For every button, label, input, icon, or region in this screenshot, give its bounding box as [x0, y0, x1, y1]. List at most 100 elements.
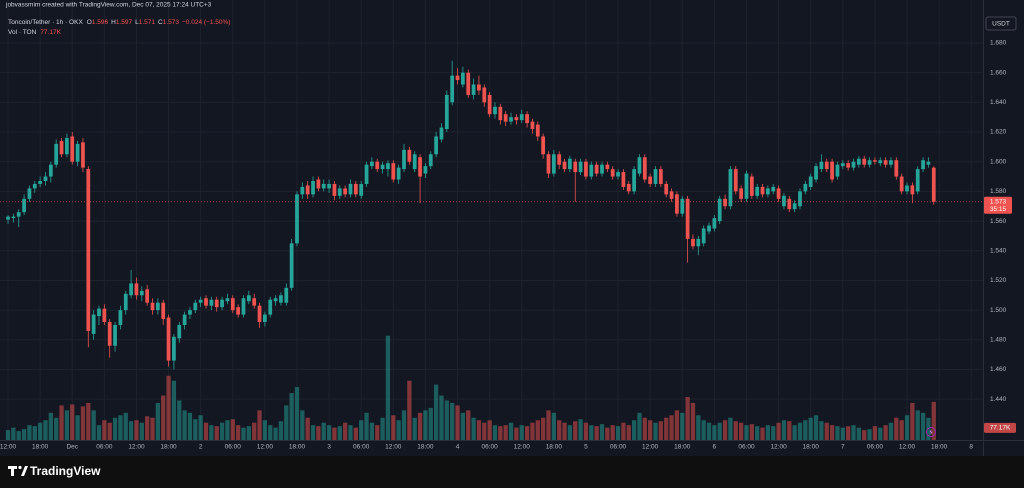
- volume-bar: [605, 427, 610, 440]
- legend-key: L: [135, 19, 139, 26]
- candle-body: [535, 124, 540, 137]
- volume-bar: [187, 412, 193, 440]
- candle-body: [723, 198, 727, 207]
- candle-body: [161, 302, 166, 320]
- volume-bar: [262, 420, 268, 440]
- candle-body: [867, 160, 872, 165]
- volume-bar: [760, 427, 765, 440]
- candle-body: [43, 176, 48, 181]
- candle-body: [54, 143, 59, 165]
- candle-body: [305, 185, 310, 195]
- candle-body: [755, 186, 760, 196]
- candle-body: [931, 167, 936, 202]
- volume-bar: [755, 426, 760, 440]
- volume-bar: [332, 427, 337, 440]
- volume-bar: [348, 425, 353, 440]
- candle-body: [685, 198, 690, 239]
- volume-pane: [5, 335, 936, 440]
- y-tick-label: 1.660: [990, 69, 1007, 76]
- candle-body: [236, 307, 240, 315]
- x-tick-label: 18:00: [32, 444, 49, 451]
- volume-bar: [696, 415, 701, 440]
- candle-body: [375, 161, 380, 170]
- volume-bar: [781, 420, 787, 440]
- volume-bar: [134, 420, 139, 440]
- volume-bar: [417, 412, 423, 440]
- candle-body: [257, 305, 262, 322]
- volume-bar: [43, 420, 48, 440]
- candle-body: [610, 169, 615, 177]
- event-icon-bolt: [929, 429, 933, 435]
- candle-body: [846, 163, 851, 168]
- volume-bar: [920, 412, 926, 440]
- volume-bar: [80, 406, 86, 440]
- candle-body: [519, 114, 524, 121]
- event-icon[interactable]: [926, 427, 936, 437]
- volume-bar: [214, 426, 219, 440]
- candle-body: [921, 160, 925, 170]
- candle-body: [6, 216, 10, 220]
- y-tick-label: 1.500: [990, 307, 1007, 314]
- symbol: Toncoin/Tether · 1h · OKX: [8, 19, 83, 26]
- volume-bar: [492, 425, 498, 440]
- candle-body: [792, 203, 797, 210]
- volume-bar: [27, 425, 32, 440]
- volume-bar: [16, 431, 21, 440]
- volume-bar: [749, 424, 754, 440]
- candle-body: [776, 188, 781, 199]
- candle-body: [380, 164, 385, 170]
- legend-change: −0.024 (−1.50%): [182, 19, 230, 26]
- volume-bar: [375, 425, 380, 440]
- candle-body: [477, 84, 481, 91]
- volume-bar: [706, 422, 712, 440]
- candle-body: [514, 117, 519, 121]
- x-tick-label: 06:00: [225, 444, 242, 451]
- volume-bar: [926, 417, 931, 440]
- volume-bar: [107, 422, 112, 440]
- volume-bar: [268, 425, 273, 440]
- currency-button[interactable]: [985, 16, 1017, 31]
- candle-body: [123, 293, 128, 311]
- volume-bar: [621, 422, 626, 440]
- currency[interactable]: USDT: [992, 21, 1010, 28]
- volume-name: Vol · TON: [8, 29, 37, 36]
- candle-body: [225, 298, 230, 302]
- volume-bar: [690, 402, 696, 440]
- footer-background: [0, 456, 1024, 488]
- candle-body: [626, 183, 631, 192]
- candle-body: [59, 140, 64, 155]
- candle-body: [65, 137, 69, 155]
- candle-body: [621, 172, 626, 187]
- x-tick-label: 3: [327, 444, 331, 451]
- last-price-badge: [984, 196, 1012, 214]
- candle-body: [856, 158, 861, 165]
- volume-bar: [284, 405, 289, 440]
- volume-bar: [540, 417, 546, 440]
- volume-bar: [289, 393, 294, 440]
- volume-bar: [589, 425, 594, 440]
- volume-bar: [551, 412, 556, 440]
- volume-bar: [915, 410, 920, 440]
- volume-bar: [776, 422, 781, 440]
- volume-bar: [637, 412, 642, 440]
- legend-key: O: [87, 19, 92, 26]
- volume-bar: [5, 430, 11, 440]
- x-tick-label: 06:00: [481, 444, 498, 451]
- volume-bar: [771, 426, 776, 440]
- logo-mark: [21, 466, 28, 476]
- candle-body: [503, 114, 508, 122]
- volume-bar: [578, 419, 583, 440]
- volume-bar: [888, 422, 894, 440]
- candle-body: [728, 169, 733, 207]
- volume-bar: [225, 420, 230, 440]
- candle-body: [632, 169, 636, 192]
- x-tick-label: 7: [841, 444, 845, 451]
- volume-value: 77.17K: [40, 29, 61, 36]
- volume-bar: [203, 422, 209, 440]
- volume-legend: Vol · TON 77.17K: [8, 29, 62, 36]
- volume-bar: [669, 415, 674, 440]
- x-tick-label: 06:00: [738, 444, 755, 451]
- volume-bar: [835, 426, 840, 440]
- volume-bar: [829, 425, 835, 440]
- candle-body: [460, 72, 465, 85]
